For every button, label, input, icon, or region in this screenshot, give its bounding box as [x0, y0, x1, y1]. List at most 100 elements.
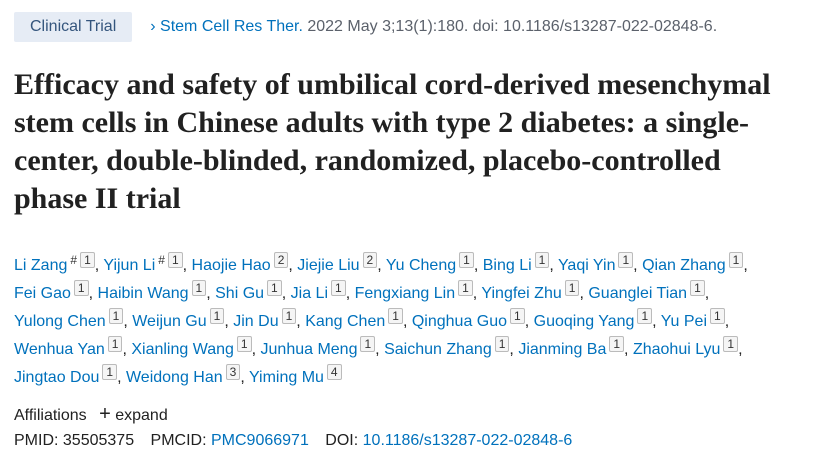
- affiliation-mark[interactable]: 1: [73, 280, 89, 296]
- author-name[interactable]: Qinghua Guo: [411, 313, 508, 330]
- author-name[interactable]: Weidong Han: [125, 369, 223, 386]
- affiliation-mark[interactable]: 1: [102, 364, 118, 380]
- affiliation-mark[interactable]: 1: [331, 280, 346, 296]
- separator: ,: [402, 313, 408, 330]
- author-name[interactable]: Qian Zhang: [642, 257, 726, 274]
- affiliation-mark[interactable]: 1: [459, 252, 474, 268]
- author-name[interactable]: Saichun Zhang: [384, 341, 492, 358]
- author: Yingfei Zhu 1,: [481, 280, 584, 302]
- affiliation-mark[interactable]: 1: [609, 336, 625, 352]
- author-name[interactable]: Jianming Ba: [518, 341, 607, 358]
- affiliation-mark[interactable]: 1: [510, 308, 525, 324]
- author-name[interactable]: Shi Gu: [215, 285, 265, 302]
- author-name[interactable]: Zhaohui Lyu: [632, 341, 721, 358]
- pmcid[interactable]: PMC9066971: [211, 432, 309, 449]
- author: Weidong Han 3,: [125, 364, 245, 386]
- author: Li Zang #1,: [14, 252, 99, 274]
- affiliation-mark[interactable]: 1: [360, 336, 376, 352]
- affiliation-mark[interactable]: 1: [388, 308, 403, 324]
- author-name[interactable]: Wenhua Yan: [14, 341, 105, 358]
- separator: ,: [633, 257, 638, 274]
- affiliation-mark[interactable]: 1: [209, 308, 225, 324]
- author: Fengxiang Lin 1,: [354, 280, 478, 302]
- separator: ,: [122, 341, 127, 358]
- author-name[interactable]: Yiming Mu: [248, 369, 324, 386]
- affiliation-mark[interactable]: 1: [723, 336, 739, 352]
- affiliation-mark[interactable]: 1: [108, 308, 124, 324]
- pmcid-label: PMCID:: [150, 432, 207, 449]
- badge: Clinical Trial: [14, 12, 133, 42]
- author-name[interactable]: Haojie Hao: [191, 257, 271, 274]
- separator: ,: [472, 285, 478, 302]
- affiliation-mark[interactable]: 1: [281, 308, 297, 324]
- affiliation-mark[interactable]: 1: [80, 252, 95, 268]
- expand[interactable]: expand: [115, 407, 168, 424]
- affiliation-mark[interactable]: #: [70, 253, 78, 267]
- author: Yulong Chen 1,: [14, 308, 128, 330]
- author-name[interactable]: Yulong Chen: [14, 313, 106, 330]
- author-name[interactable]: Yaqi Yin: [557, 257, 616, 274]
- separator: ,: [117, 369, 122, 386]
- author-name[interactable]: Li Zang: [14, 257, 68, 274]
- affiliation-mark[interactable]: 1: [494, 336, 510, 352]
- affiliation-mark[interactable]: 2: [273, 252, 289, 268]
- author: Saichun Zhang 1,: [384, 336, 514, 358]
- author-name[interactable]: Yu Pei: [660, 313, 708, 330]
- affiliation-mark[interactable]: 1: [167, 252, 183, 268]
- author: Qinghua Guo 1,: [411, 308, 529, 330]
- affiliation-mark[interactable]: 1: [458, 280, 473, 296]
- affiliation-mark[interactable]: 4: [326, 364, 342, 380]
- author-name[interactable]: Fei Gao: [14, 285, 71, 302]
- author: Jianming Ba 1,: [518, 336, 629, 358]
- separator: ,: [724, 313, 730, 330]
- arrow[interactable]: ›: [150, 18, 156, 35]
- author-name[interactable]: Jiejie Liu: [297, 257, 360, 274]
- header: Clinical Trial › Stem Cell Res Ther. 202…: [14, 12, 717, 42]
- author-name[interactable]: Jingtao Dou: [14, 369, 100, 386]
- author: Qian Zhang 1,: [642, 252, 748, 274]
- separator: ,: [240, 369, 245, 386]
- separator: ,: [224, 313, 229, 330]
- separator: ,: [579, 285, 584, 302]
- affiliation-mark[interactable]: 1: [191, 280, 207, 296]
- author: Jiejie Liu 2,: [297, 252, 382, 274]
- author-name[interactable]: Xianling Wang: [131, 341, 234, 358]
- author-name[interactable]: Jin Du: [233, 313, 279, 330]
- affiliation-mark[interactable]: 1: [710, 308, 725, 324]
- separator: ,: [375, 341, 380, 358]
- author-name[interactable]: Jia Li: [290, 285, 328, 302]
- author-name[interactable]: Fengxiang Lin: [354, 285, 456, 302]
- author-name[interactable]: Guoqing Yang: [533, 313, 635, 330]
- affiliation-mark[interactable]: 1: [267, 280, 282, 296]
- author-name[interactable]: Yingfei Zhu: [481, 285, 562, 302]
- citation: › Stem Cell Res Ther. 2022 May 3;13(1):1…: [150, 18, 717, 36]
- separator: ,: [296, 313, 301, 330]
- author-name[interactable]: Weijun Gu: [132, 313, 207, 330]
- separator: ,: [704, 285, 710, 302]
- affiliation-mark[interactable]: 1: [236, 336, 252, 352]
- affiliation-mark[interactable]: 1: [618, 252, 634, 268]
- affiliation-mark[interactable]: 1: [564, 280, 580, 296]
- doi[interactable]: 10.1186/s13287-022-02848-6: [362, 432, 573, 449]
- affiliation-mark[interactable]: 2: [362, 252, 378, 268]
- author-name[interactable]: Kang Chen: [305, 313, 386, 330]
- affiliation-mark[interactable]: 1: [637, 308, 653, 324]
- affiliation-mark[interactable]: #: [158, 253, 165, 267]
- affiliation-mark[interactable]: 1: [690, 280, 705, 296]
- affiliation-mark[interactable]: 1: [534, 252, 550, 268]
- affiliation-mark[interactable]: 3: [225, 364, 241, 380]
- author: Fei Gao 1,: [14, 280, 93, 302]
- expand-icon[interactable]: +: [99, 403, 111, 425]
- author-name[interactable]: Yijun Li: [103, 257, 156, 274]
- separator: ,: [549, 257, 554, 274]
- author: Yiming Mu 4: [248, 364, 342, 386]
- author-name[interactable]: Yu Cheng: [385, 257, 457, 274]
- affiliation-mark[interactable]: 1: [728, 252, 744, 268]
- affiliation-mark[interactable]: 1: [107, 336, 123, 352]
- author-name[interactable]: Guanglei Tian: [588, 285, 688, 302]
- author-name[interactable]: Haibin Wang: [97, 285, 189, 302]
- journal[interactable]: Stem Cell Res Ther.: [160, 18, 303, 35]
- author-name[interactable]: Junhua Meng: [260, 341, 358, 358]
- author-name[interactable]: Bing Li: [482, 257, 532, 274]
